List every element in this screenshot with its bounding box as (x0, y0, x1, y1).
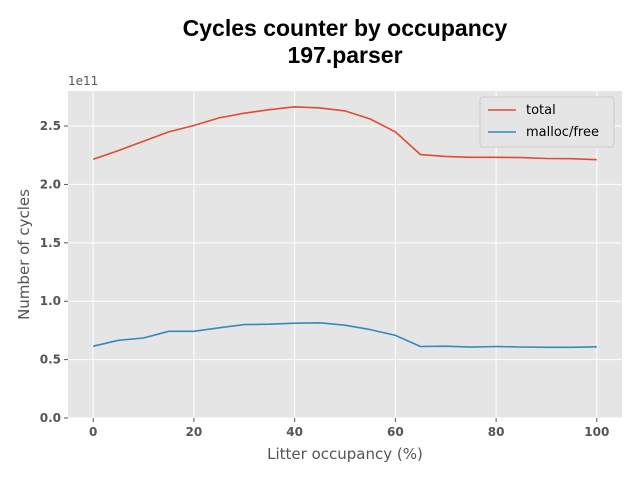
legend-label: malloc/free (526, 125, 599, 140)
y-tick-label: 2.5 (40, 119, 61, 133)
y-tick-label: 0.0 (40, 411, 61, 425)
x-tick-label: 100 (584, 425, 609, 439)
series-lines (92, 106, 597, 349)
chart-subtitle: 197.parser (287, 42, 402, 68)
y-tick-label: 2.0 (40, 177, 61, 191)
x-axis-ticks: 0 20 40 60 80 100 (89, 418, 609, 439)
x-tick-label: 60 (387, 425, 404, 439)
x-axis-label: Litter occupancy (%) (267, 445, 423, 463)
y-tick-label: 0.5 (40, 353, 61, 367)
legend: total malloc/free (479, 96, 615, 148)
chart-title: Cycles counter by occupancy (183, 15, 508, 41)
x-tick-label: 40 (286, 425, 303, 439)
y-axis-ticks: 0.0 0.5 1.0 1.5 2.0 2.5 (40, 119, 68, 425)
y-axis-offset-label: 1e11 (68, 74, 98, 88)
y-tick-label: 1.0 (40, 294, 61, 308)
y-tick-label: 1.5 (40, 236, 61, 250)
grid (68, 91, 622, 419)
x-tick-label: 80 (488, 425, 505, 439)
x-tick-label: 20 (186, 425, 203, 439)
series-line-malloc-free (93, 321, 597, 349)
x-tick-label: 0 (89, 425, 97, 439)
series-line-total (92, 106, 597, 161)
legend-label: total (526, 103, 556, 118)
y-axis-label: Number of cycles (15, 189, 33, 320)
